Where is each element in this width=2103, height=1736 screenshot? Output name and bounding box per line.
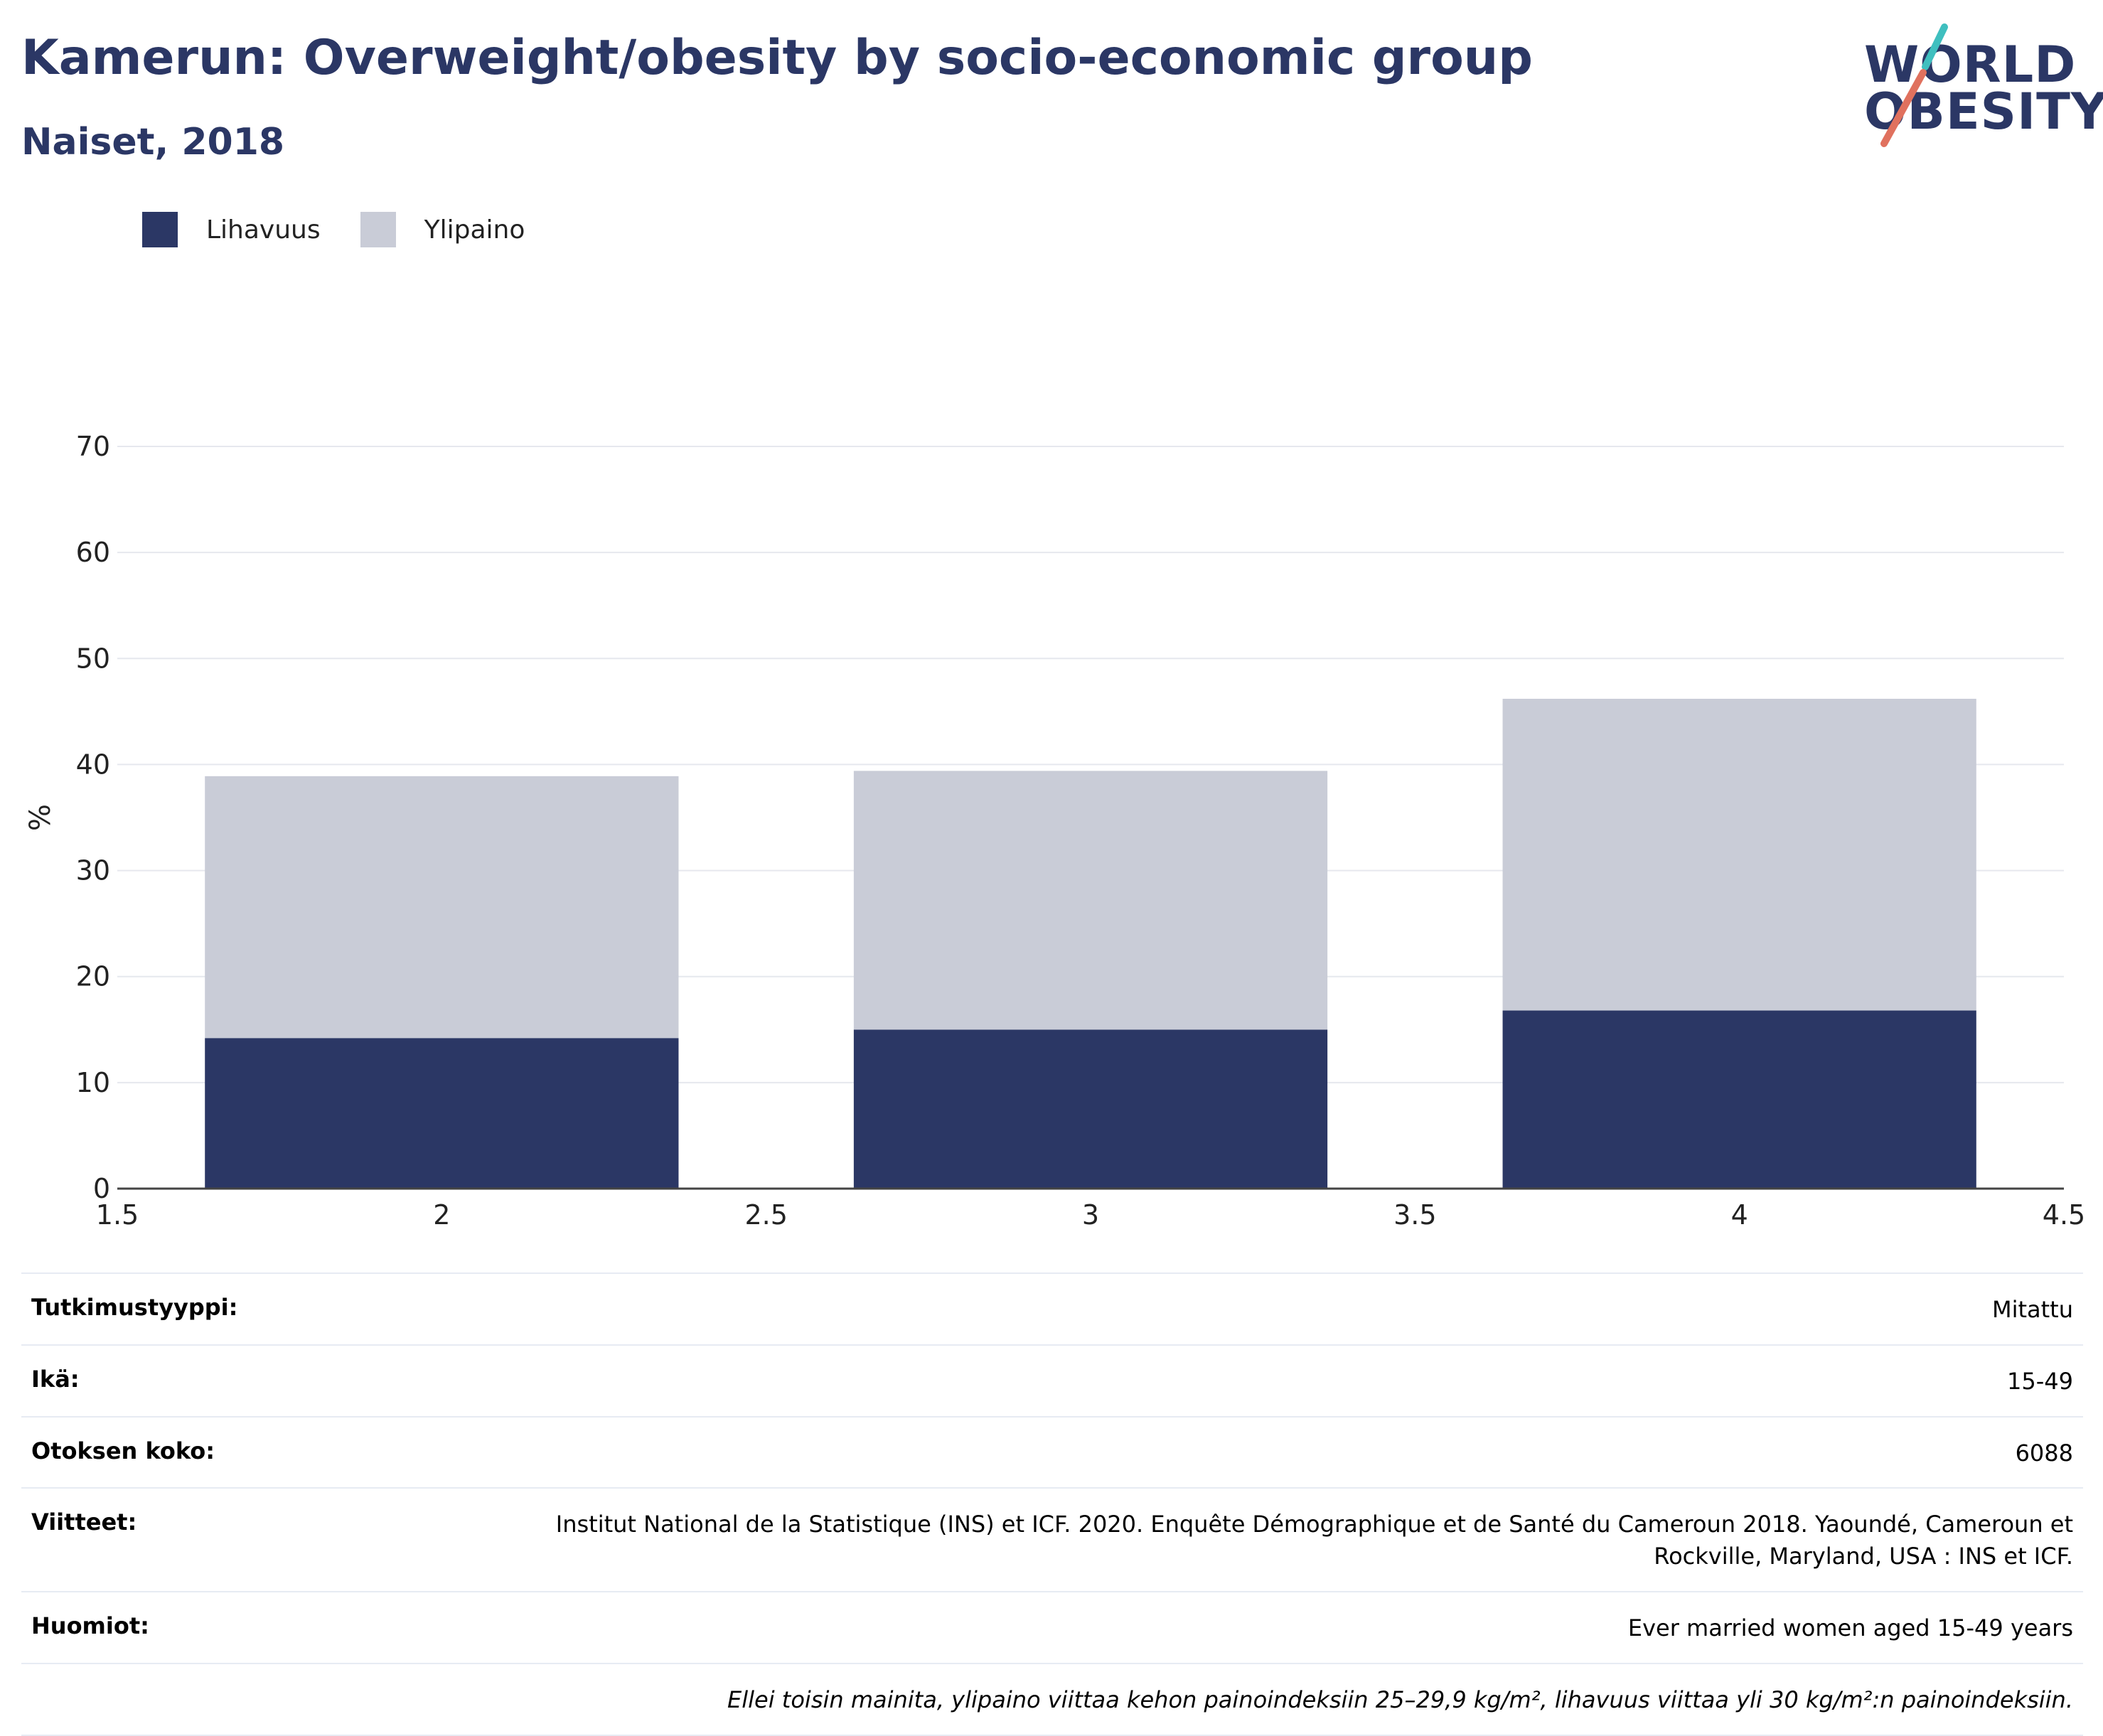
bar-obesity [1502,1010,1976,1189]
info-label: Ikä: [31,1365,80,1393]
legend-item-overweight[interactable]: Ylipaino [360,212,525,247]
footnote: Ellei toisin mainita, ylipaino viittaa k… [727,1686,2073,1713]
info-value: 6088 [2015,1439,2073,1467]
legend-swatch-obesity [142,212,178,247]
bar-overweight [205,776,679,1039]
x-tick-label: 3.5 [1393,1199,1436,1231]
bar-overweight [853,771,1328,1030]
stacked-bar-chart: 0 10 20 30 40 50 60 70% 1.5 2 2.5 3 3.5 4 4.5 [24,431,2085,1231]
legend-label-overweight: Ylipaino [424,215,525,245]
y-tick-label: 0 [93,1173,110,1204]
study-info-table: Tutkimustyyppi: Mitattu Ikä: 15-49 Otoks… [21,1272,2083,1736]
info-value: Mitattu [1991,1296,2073,1323]
info-value: Institut National de la Statistique (INS… [555,1511,2073,1570]
y-tick-label: 10 [76,1067,110,1098]
info-label: Otoksen koko: [31,1437,215,1464]
bar-obesity [205,1038,679,1189]
legend-swatch-overweight [360,212,396,247]
x-tick-label: 4.5 [2043,1199,2085,1231]
x-tick-label: 4 [1731,1199,1748,1231]
world-obesity-logo: WORLD OBESITY [1856,21,2103,149]
x-tick-label: 2 [433,1199,450,1231]
x-tick-label: 1.5 [96,1199,139,1231]
y-tick-label: 60 [76,537,110,568]
legend-label-obesity: Lihavuus [206,215,321,245]
bar-overweight [1502,698,1976,1011]
info-row-notes: Huomiot: Ever married women aged 15-49 y… [21,1590,2083,1663]
y-tick-label: 70 [76,431,110,462]
y-tick-label: 50 [76,643,110,674]
y-tick-label: 30 [76,855,110,886]
logo-slash-icon [1880,23,1948,147]
chart-title: Kamerun: Overweight/obesity by socio-eco… [21,30,1533,86]
y-tick-label: 40 [76,749,110,780]
chart-subtitle: Naiset, 2018 [21,121,285,164]
legend-item-obesity[interactable]: Lihavuus [142,212,321,247]
info-row-study-type: Tutkimustyyppi: Mitattu [21,1272,2083,1344]
x-tick-label: 3 [1082,1199,1099,1231]
info-value: Ever married women aged 15-49 years [1627,1614,2073,1641]
info-label: Huomiot: [31,1612,149,1639]
info-row-sample-size: Otoksen koko: 6088 [21,1415,2083,1488]
info-label: Tutkimustyyppi: [31,1294,238,1321]
bar-obesity [853,1029,1328,1189]
y-axis-label: % [24,804,57,831]
y-tick-label: 20 [76,961,110,992]
x-tick-label: 2.5 [744,1199,787,1231]
info-value: 15-49 [2007,1367,2073,1395]
info-row-references: Viitteet: Institut National de la Statis… [21,1487,2083,1591]
info-row-footnote: Ellei toisin mainita, ylipaino viittaa k… [21,1662,2083,1736]
info-label: Viitteet: [31,1509,137,1536]
chart-legend: Lihavuus Ylipaino [142,212,564,247]
info-row-age: Ikä: 15-49 [21,1344,2083,1416]
logo-line-1: WORLD [1864,36,2077,94]
